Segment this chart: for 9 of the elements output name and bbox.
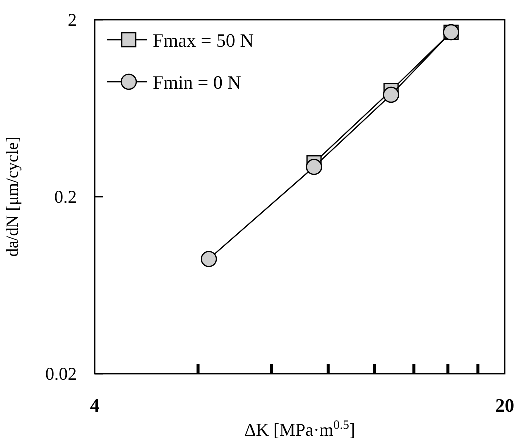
x-tick-label: 4 — [90, 396, 100, 417]
legend-label: Fmin = 0 N — [153, 73, 242, 94]
x-axis-title: ΔK [MPa·m$^{0.5}$] — [244, 418, 356, 440]
y-axis-title: da/dN [μm/cycle] — [3, 136, 22, 258]
y-tick-label: 2 — [68, 10, 77, 30]
legend-label: Fmax = 50 N — [153, 31, 254, 52]
y-tick-label: 0.02 — [46, 364, 77, 384]
y-tick-label: 0.2 — [54, 187, 77, 207]
x-tick-label: 20 — [496, 396, 514, 417]
